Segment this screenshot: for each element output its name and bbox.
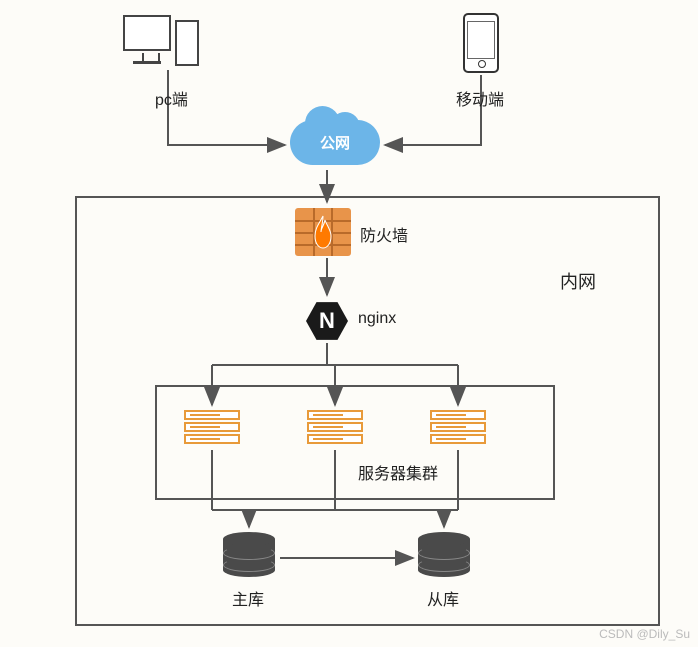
db-master-icon: [223, 532, 275, 580]
inner-network-label: 内网: [560, 268, 596, 294]
server-2-icon: [307, 410, 363, 446]
architecture-diagram: pc端 移动端 公网 内网 防火墙 N nginx 服务器集群 主库 从库 CS…: [0, 0, 698, 647]
server-3-icon: [430, 410, 486, 446]
nginx-icon: N: [306, 300, 348, 342]
db-master-label: 主库: [232, 586, 264, 610]
mobile-icon: [463, 13, 499, 73]
pc-icon: [123, 15, 203, 70]
db-slave-icon: [418, 532, 470, 580]
mobile-label: 移动端: [456, 86, 504, 110]
cloud-label: 公网: [290, 132, 380, 153]
nginx-label: nginx: [358, 310, 396, 328]
cluster-label: 服务器集群: [358, 460, 438, 484]
server-1-icon: [184, 410, 240, 446]
cloud-icon: 公网: [290, 120, 380, 170]
pc-label: pc端: [155, 86, 188, 110]
db-slave-label: 从库: [427, 586, 459, 610]
firewall-label: 防火墙: [360, 222, 408, 246]
firewall-icon: [295, 208, 351, 256]
watermark: CSDN @Dily_Su: [599, 627, 690, 641]
